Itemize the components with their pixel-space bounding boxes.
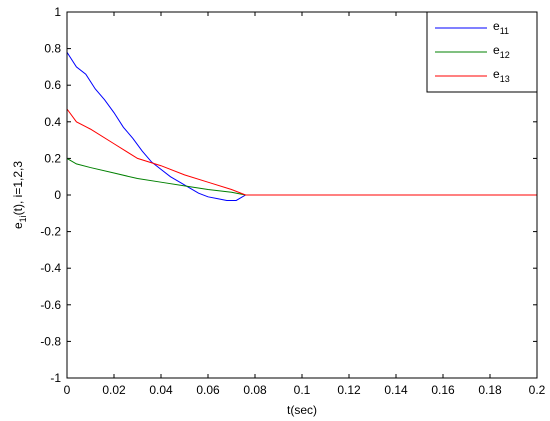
y-tick-label: -0.2: [40, 225, 61, 239]
x-tick-label: 0: [64, 383, 71, 397]
x-axis-label: t(sec): [287, 403, 317, 417]
data-line: [66, 108, 537, 196]
y-tick-label: -0.4: [40, 261, 61, 275]
x-tick-label: 0.06: [196, 383, 220, 397]
x-tick-label: 0.04: [149, 383, 173, 397]
y-tick-label: 0: [54, 188, 61, 202]
x-tick-label: 0.14: [384, 383, 408, 397]
x-tick-label: 0.02: [102, 383, 126, 397]
x-tick-label: 0.1: [294, 383, 311, 397]
y-tick-label: 1: [54, 5, 61, 19]
y-tick-label: -1: [50, 371, 61, 385]
x-tick-label: 0.2: [529, 383, 546, 397]
y-tick-label: -0.6: [40, 298, 61, 312]
data-line: [66, 51, 537, 201]
x-tick-label: 0.12: [337, 383, 361, 397]
x-tick-label: 0.16: [431, 383, 455, 397]
legend-label: e13: [493, 67, 510, 84]
x-tick-label: 0.08: [243, 383, 267, 397]
y-tick-label: 0.2: [44, 151, 61, 165]
legend-label: e12: [493, 43, 510, 60]
y-axis-label: e1i(t), i=1,2,3: [11, 161, 28, 229]
data-line: [66, 157, 537, 196]
plot-frame: [66, 11, 538, 379]
y-tick-label: 0.4: [44, 115, 61, 129]
legend-label: e11: [493, 19, 509, 36]
y-tick-label: -0.8: [40, 334, 61, 348]
x-tick-label: 0.18: [478, 383, 502, 397]
y-tick-label: 0.8: [44, 42, 61, 56]
y-tick-label: 0.6: [44, 78, 61, 92]
